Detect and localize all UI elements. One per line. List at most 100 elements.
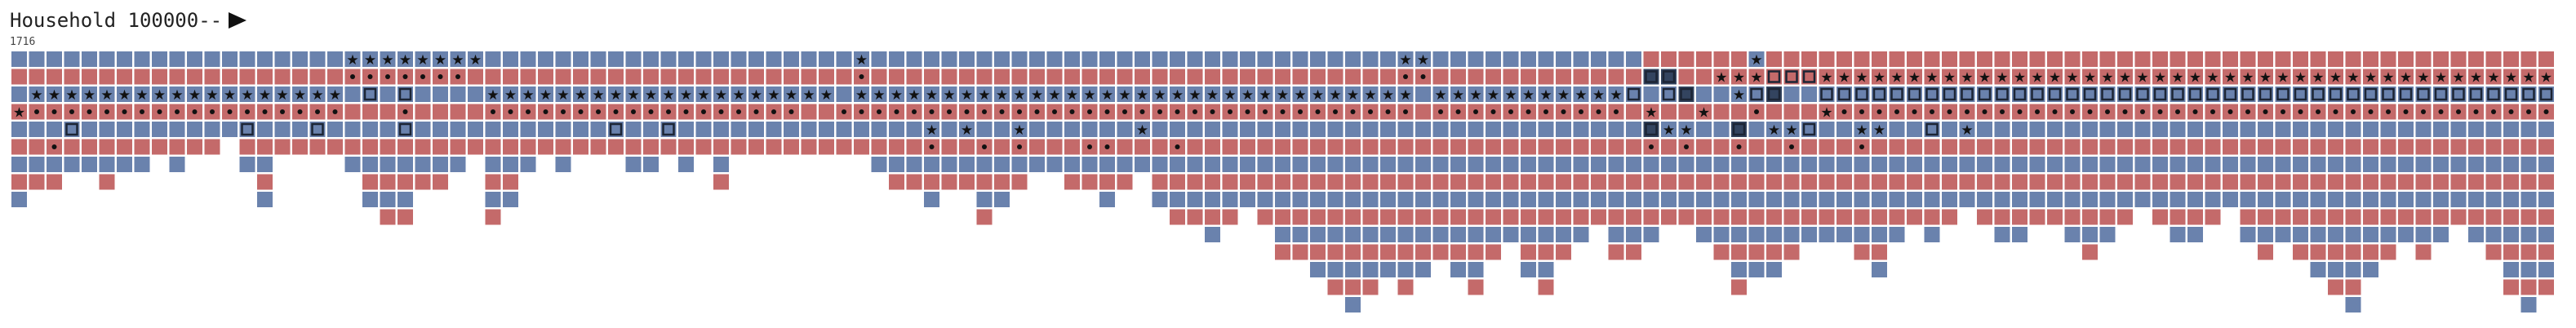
grid-cell <box>1081 51 1098 67</box>
grid-cell <box>1854 244 1870 260</box>
grid-cell <box>2258 122 2273 137</box>
grid-cell <box>187 51 202 67</box>
grid-cell <box>2223 122 2238 137</box>
grid-cell <box>1889 86 1905 102</box>
grid-cell <box>1907 174 1922 190</box>
grid-cell <box>2363 227 2378 242</box>
grid-cell <box>204 51 220 67</box>
grid-cell <box>1766 244 1782 260</box>
grid-cell <box>169 69 185 85</box>
grid-cell <box>1942 122 1957 137</box>
grid-cell <box>152 122 167 137</box>
grid-cell <box>1117 139 1133 155</box>
grid-cell <box>169 139 185 155</box>
star-icon: ★ <box>961 87 973 104</box>
grid-cell <box>1257 174 1273 190</box>
grid-cell: ★ <box>1099 86 1115 104</box>
grid-cell <box>11 157 27 172</box>
grid-cell <box>257 192 273 207</box>
grid-cell <box>784 51 799 67</box>
grid-cell <box>1380 192 1396 207</box>
grid-cell <box>2152 174 2168 190</box>
square-icon <box>1645 122 1658 136</box>
square-icon <box>1872 87 1886 101</box>
grid-cell <box>1766 209 1782 225</box>
grid-cell <box>1872 227 1887 242</box>
star-icon: ★ <box>1206 87 1219 104</box>
grid-cell <box>1819 227 1835 242</box>
grid-cell <box>1468 262 1484 277</box>
grid-cell <box>1977 86 1992 102</box>
grid-cell <box>2223 174 2238 190</box>
grid-cell <box>1521 51 1536 67</box>
grid-cell <box>1275 174 1290 190</box>
grid-cell <box>2012 51 2027 67</box>
grid-cell <box>994 69 1010 85</box>
grid-cell <box>1748 262 1765 277</box>
grid-cell <box>11 51 27 67</box>
dot-icon <box>87 109 92 114</box>
dot-icon <box>157 109 162 114</box>
grid-cell <box>2503 157 2519 172</box>
grid-cell: ★ <box>1907 69 1922 86</box>
grid-cell <box>1573 227 1589 242</box>
grid-cell <box>2170 86 2186 102</box>
star-icon: ★ <box>1680 122 1692 139</box>
star-icon: ★ <box>48 87 60 104</box>
grid-cell <box>976 69 993 85</box>
grid-cell: ★ <box>1362 86 1379 104</box>
grid-cell <box>573 139 588 155</box>
grid-cell <box>1731 157 1747 172</box>
grid-cell <box>1046 157 1063 172</box>
square-icon <box>2048 87 2062 101</box>
grid-cell <box>1889 192 1905 207</box>
grid-cell <box>2223 192 2238 207</box>
grid-cell <box>99 157 115 172</box>
grid-cell <box>1591 69 1606 85</box>
grid-cell <box>204 69 220 85</box>
grid-cell <box>678 69 694 85</box>
grid-cell <box>1468 69 1484 85</box>
grid-cell <box>1011 174 1028 190</box>
grid-cell <box>538 122 553 137</box>
grid-cell: ★ <box>29 86 45 104</box>
grid-cell <box>1450 157 1466 172</box>
grid-cell <box>2047 192 2063 207</box>
star-icon: ★ <box>2505 70 2517 86</box>
grid-cell <box>1731 192 1747 207</box>
grid-cell <box>2240 86 2256 102</box>
grid-cell <box>538 51 553 67</box>
grid-cell <box>1556 122 1571 137</box>
grid-cell <box>1380 174 1396 190</box>
dot-icon <box>1280 109 1286 114</box>
grid-cell <box>1450 192 1466 207</box>
dot-icon <box>788 109 794 114</box>
grid-cell <box>2345 209 2361 225</box>
grid-cell: ★ <box>801 86 817 104</box>
grid-cell <box>1362 279 1379 295</box>
grid-cell <box>327 69 343 85</box>
grid-cell <box>2029 86 2045 102</box>
grid-cell <box>2433 139 2449 155</box>
grid-cell <box>1872 157 1887 172</box>
grid-cell: ★ <box>1029 86 1045 104</box>
star-icon: ★ <box>1592 87 1605 104</box>
grid-cell <box>257 139 273 155</box>
star-icon: ★ <box>697 87 709 104</box>
grid-cell <box>538 139 553 155</box>
grid-cell <box>1538 244 1554 260</box>
grid-cell <box>1521 104 1536 120</box>
grid-cell <box>1801 86 1817 102</box>
grid-cell <box>1327 122 1344 137</box>
grid-cell <box>485 104 501 120</box>
grid-cell <box>1907 122 1922 137</box>
grid-cell <box>1327 157 1344 172</box>
dot-icon <box>859 109 864 114</box>
grid-cell <box>1362 104 1379 120</box>
grid-cell <box>2345 139 2361 155</box>
star-icon: ★ <box>890 87 903 104</box>
grid-cell <box>2223 104 2238 120</box>
grid-cell <box>1626 244 1641 260</box>
grid-cell <box>152 69 167 85</box>
grid-cell <box>380 122 396 137</box>
